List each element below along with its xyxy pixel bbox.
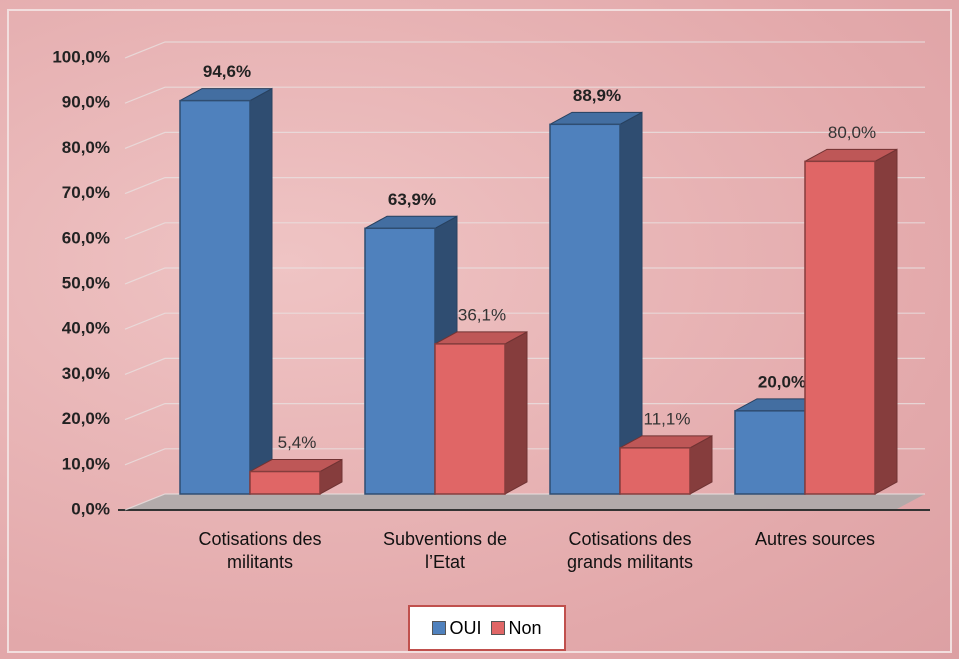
grid-line (124, 267, 925, 285)
grid-line (124, 86, 925, 104)
bar (249, 458, 343, 495)
chart-border (7, 9, 952, 653)
data-label: 20,0% (758, 372, 806, 391)
y-tick-label: 10,0% (62, 454, 110, 473)
grid-line (124, 312, 925, 330)
bar (619, 434, 713, 495)
bar-front (734, 410, 806, 495)
legend-label: OUI (449, 617, 482, 638)
y-tick-label: 80,0% (62, 138, 110, 157)
legend-item: OUI (432, 618, 481, 639)
y-tick-label: 100,0% (52, 47, 110, 66)
data-label: 5,4% (278, 433, 317, 452)
data-label: 80,0% (828, 123, 876, 142)
legend-label: Non (508, 617, 542, 638)
bar (434, 331, 528, 495)
grid-line (124, 357, 925, 375)
y-tick-label: 60,0% (62, 228, 110, 247)
bar (179, 87, 273, 495)
bar-front (434, 343, 506, 495)
grid-line (124, 177, 925, 195)
y-tick-label: 70,0% (62, 183, 110, 202)
bar-side (249, 87, 273, 495)
legend-item: Non (491, 617, 542, 639)
data-label: 11,1% (644, 409, 691, 428)
bar-front (804, 160, 876, 495)
bar-front (179, 99, 251, 495)
bar-front (364, 227, 436, 495)
data-label: 63,9% (388, 190, 436, 209)
floor (125, 494, 925, 510)
bar-side (619, 111, 643, 495)
bar-side (504, 331, 528, 495)
x-tick-label: Subventions de l’Etat (382, 529, 508, 572)
bar-front (549, 123, 621, 495)
grid-line (124, 403, 925, 421)
data-label: 88,9% (573, 86, 621, 105)
y-tick-label: 90,0% (62, 93, 110, 112)
data-label: 36,1% (458, 305, 506, 324)
x-tick-label: Cotisations des grands militants (566, 529, 694, 572)
grid-line (124, 41, 925, 59)
grid-line (124, 222, 925, 240)
y-tick-label: 40,0% (62, 319, 110, 338)
y-tick-label: 50,0% (62, 273, 110, 292)
bar-front (249, 470, 321, 495)
bar (804, 148, 898, 495)
bar-side (874, 148, 898, 495)
bar-front (619, 447, 691, 495)
bar (549, 111, 643, 495)
legend: OUI Non (408, 605, 566, 651)
grid-line (124, 131, 925, 149)
legend-swatch (432, 621, 447, 635)
y-tick-label: 20,0% (62, 409, 110, 428)
x-tick-label: Autres sources (754, 529, 876, 549)
legend-swatch (491, 621, 506, 635)
x-tick-label: Cotisations des militants (198, 529, 322, 572)
y-tick-label: 0,0% (71, 499, 110, 518)
data-label: 94,6% (203, 62, 251, 81)
y-tick-label: 30,0% (62, 364, 110, 383)
